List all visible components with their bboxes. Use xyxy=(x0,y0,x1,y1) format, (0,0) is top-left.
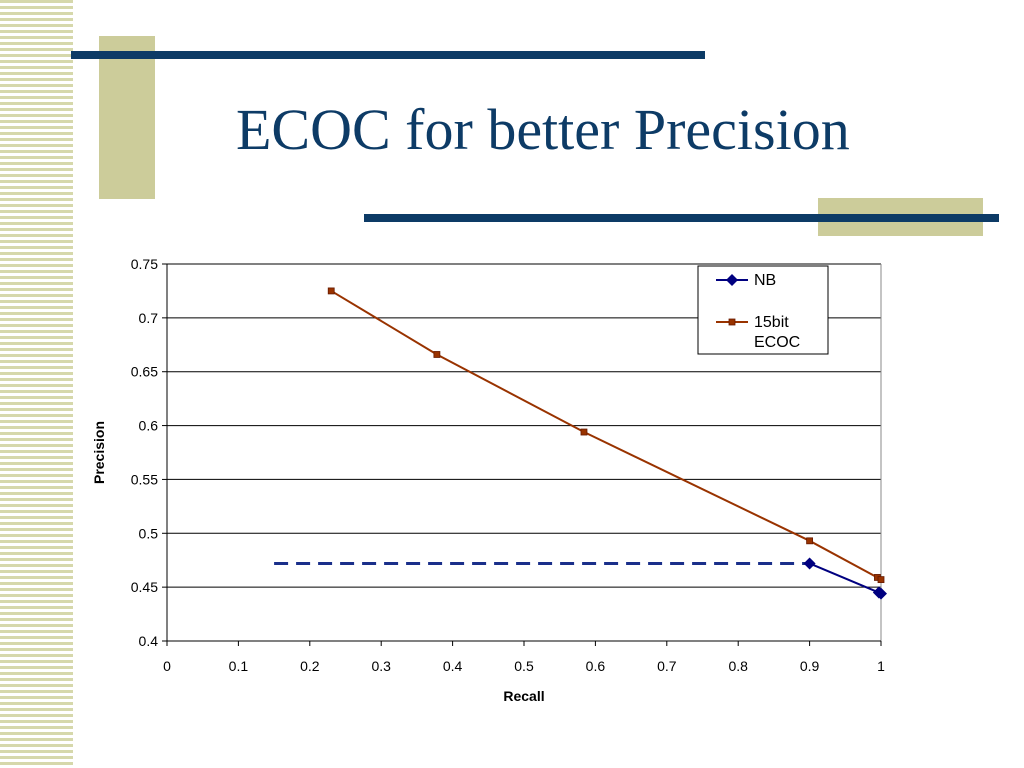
legend-swatch-marker xyxy=(726,274,738,286)
x-tick-label: 0 xyxy=(163,658,171,674)
x-tick-label: 0.3 xyxy=(371,658,391,674)
decorative-tan-block-left xyxy=(99,36,155,199)
decorative-navy-bar-bottom xyxy=(364,214,999,222)
x-tick-label: 1 xyxy=(877,658,885,674)
x-tick-label: 0.9 xyxy=(800,658,820,674)
decorative-stripes xyxy=(0,0,73,768)
data-point xyxy=(433,351,441,358)
y-tick-label: 0.75 xyxy=(131,256,158,272)
data-point xyxy=(327,287,335,295)
x-tick-label: 0.2 xyxy=(300,658,320,674)
legend-swatch-marker xyxy=(728,318,736,326)
series-1 xyxy=(327,287,885,584)
y-tick-label: 0.7 xyxy=(139,310,159,326)
data-point xyxy=(580,428,588,436)
y-axis-title: Precision xyxy=(91,421,107,484)
slide-title: ECOC for better Precision xyxy=(236,97,850,162)
y-tick-label: 0.65 xyxy=(131,364,158,380)
y-tick-label: 0.6 xyxy=(139,418,159,434)
x-tick-label: 0.5 xyxy=(514,658,534,674)
x-tick-label: 0.1 xyxy=(229,658,249,674)
series-0 xyxy=(803,557,887,600)
x-tick-label: 0.4 xyxy=(443,658,463,674)
x-tick-label: 0.7 xyxy=(657,658,677,674)
data-point xyxy=(877,576,885,584)
y-tick-label: 0.55 xyxy=(131,471,158,487)
y-tick-label: 0.5 xyxy=(139,525,159,541)
legend-label: 15bit ECOC xyxy=(754,314,800,351)
data-point xyxy=(806,537,813,545)
x-tick-label: 0.6 xyxy=(586,658,606,674)
decorative-navy-bar-top xyxy=(71,51,705,59)
y-tick-label: 0.45 xyxy=(131,579,158,595)
x-axis-title: Recall xyxy=(503,688,544,704)
legend-label: NB xyxy=(754,272,776,289)
data-point xyxy=(875,587,887,600)
x-tick-label: 0.8 xyxy=(728,658,748,674)
data-point xyxy=(803,557,816,570)
y-tick-label: 0.4 xyxy=(139,633,159,649)
